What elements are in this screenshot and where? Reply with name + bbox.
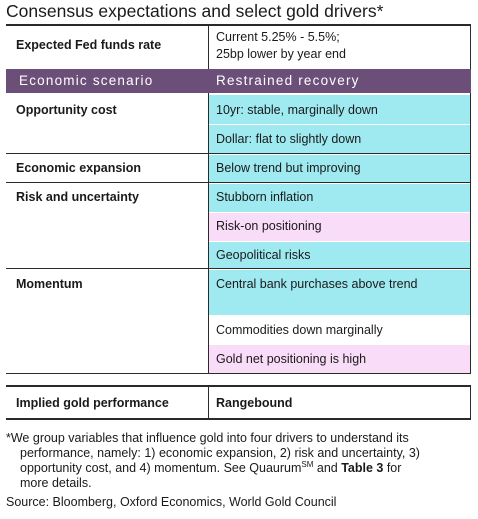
table-right-border xyxy=(470,387,471,418)
footnote-line: *We group variables that influence gold … xyxy=(6,431,409,445)
value-cell-growth xyxy=(208,155,471,182)
driver-label: Economic expansion xyxy=(16,161,142,175)
table-right-border xyxy=(470,93,471,374)
page-title: Consensus expectations and select gold d… xyxy=(6,1,384,21)
driver-value: 10yr: stable, marginally down xyxy=(216,103,378,117)
driver-value: Below trend but improving xyxy=(216,161,361,175)
driver-value: Central bank purchases above trend xyxy=(216,277,418,291)
scenario-header-bar: Economic scenario Restrained recovery xyxy=(6,69,471,93)
fed-funds-label: Expected Fed funds rate xyxy=(16,38,162,52)
driver-label: Momentum xyxy=(16,277,83,291)
column-divider xyxy=(208,387,209,418)
value-cell-geopolitical xyxy=(208,242,471,268)
footnote-line: performance, namely: 1) economic expansi… xyxy=(20,446,420,460)
group-border xyxy=(6,182,471,183)
implied-label: Implied gold performance xyxy=(16,396,169,410)
footnote-line: more details. xyxy=(20,476,92,490)
group-border xyxy=(6,268,471,269)
footnote-line: opportunity cost, and 4) momentum. See Q… xyxy=(20,459,402,475)
driver-label: Opportunity cost xyxy=(16,103,117,117)
group-border xyxy=(6,153,471,154)
table-bottom-border xyxy=(6,373,471,374)
driver-value: Risk-on positioning xyxy=(216,219,322,233)
driver-value: Gold net positioning is high xyxy=(216,352,367,366)
scenario-header-value: Restrained recovery xyxy=(216,73,360,88)
fed-funds-value-line2: 25bp lower by year end xyxy=(216,47,346,61)
value-cell-10yr xyxy=(208,95,471,124)
driver-value: Geopolitical risks xyxy=(216,248,311,262)
column-divider xyxy=(208,26,209,69)
value-cell-risk-on xyxy=(208,213,471,241)
driver-value: Dollar: flat to slightly down xyxy=(216,132,362,146)
driver-label: Risk and uncertainty xyxy=(16,190,139,204)
value-cell-central-bank xyxy=(208,270,471,315)
implied-bottom-border xyxy=(6,418,471,420)
value-cell-inflation xyxy=(208,184,471,212)
implied-top-border xyxy=(6,385,471,387)
source-note: Source: Bloomberg, Oxford Economics, Wor… xyxy=(6,495,337,509)
driver-value: Commodities down marginally xyxy=(216,323,383,337)
table-right-border xyxy=(470,26,471,69)
table-top-border xyxy=(6,24,471,26)
fed-funds-value-line1: Current 5.25% - 5.5%; xyxy=(216,30,340,44)
implied-value: Rangebound xyxy=(216,396,293,410)
value-cell-dollar xyxy=(208,125,471,153)
scenario-header-label: Economic scenario xyxy=(19,73,154,88)
column-divider xyxy=(208,93,209,374)
driver-value: Stubborn inflation xyxy=(216,190,314,204)
value-cell-gold-positioning xyxy=(208,345,471,373)
